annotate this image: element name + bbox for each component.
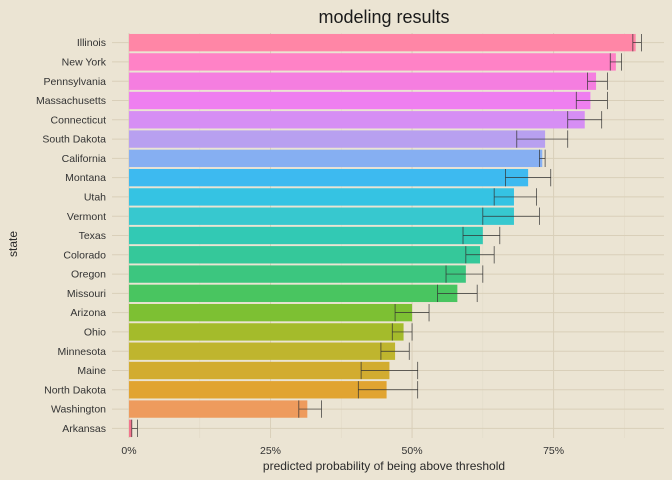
bar bbox=[128, 284, 458, 303]
bar bbox=[128, 33, 636, 52]
y-tick-label: California bbox=[62, 153, 107, 165]
bar bbox=[128, 130, 546, 148]
y-tick-label: Connecticut bbox=[51, 114, 107, 126]
y-tick-label: Washington bbox=[51, 404, 106, 416]
x-axis-labels: 0% 25% 50% 75% bbox=[121, 445, 564, 457]
y-tick-label: Ohio bbox=[84, 327, 106, 339]
bar bbox=[128, 111, 585, 129]
y-tick-label: Vermont bbox=[67, 211, 106, 223]
bars bbox=[128, 33, 636, 438]
bar bbox=[128, 207, 514, 225]
bar bbox=[128, 246, 480, 264]
y-tick-label: Maine bbox=[77, 365, 106, 377]
y-tick-label: Utah bbox=[84, 192, 106, 204]
bar bbox=[128, 72, 597, 90]
bar bbox=[128, 381, 387, 399]
y-tick-label: Montana bbox=[65, 172, 106, 184]
bar bbox=[128, 400, 308, 418]
y-tick-label: Arizona bbox=[70, 307, 106, 319]
bar bbox=[128, 53, 616, 71]
y-tick-label: Texas bbox=[79, 230, 106, 242]
x-tick-label: 50% bbox=[402, 445, 423, 457]
bar bbox=[128, 168, 529, 187]
bar bbox=[128, 419, 132, 438]
y-tick-label: Illinois bbox=[77, 37, 106, 49]
bar bbox=[128, 188, 514, 206]
bar bbox=[128, 303, 413, 322]
y-tick-label: South Dakota bbox=[42, 134, 106, 146]
error-bars bbox=[131, 33, 642, 438]
x-tick-label: 75% bbox=[543, 445, 564, 457]
bar bbox=[128, 91, 591, 110]
bar bbox=[128, 342, 396, 360]
x-tick-label: 0% bbox=[121, 445, 136, 457]
bar bbox=[128, 226, 483, 245]
y-tick-label: Missouri bbox=[67, 288, 106, 300]
y-tick-label: Oregon bbox=[71, 269, 106, 281]
bar bbox=[128, 323, 404, 341]
bar bbox=[128, 265, 466, 283]
y-tick-label: New York bbox=[62, 57, 107, 69]
y-tick-label: North Dakota bbox=[44, 384, 106, 396]
y-tick-label: Minnesota bbox=[58, 346, 107, 358]
y-tick-label: Arkansas bbox=[62, 423, 106, 435]
y-tick-label: Pennsylvania bbox=[44, 76, 107, 88]
x-axis-title: predicted probability of being above thr… bbox=[263, 459, 505, 473]
bar bbox=[128, 149, 543, 168]
y-tick-label: Massachusetts bbox=[36, 95, 106, 107]
bar bbox=[128, 361, 390, 380]
x-tick-label: 25% bbox=[260, 445, 281, 457]
y-axis-title: state bbox=[6, 231, 20, 257]
y-axis-labels: Illinois New York Pennsylvania Massachusett… bbox=[36, 37, 107, 435]
chart-title: modeling results bbox=[318, 7, 449, 27]
y-tick-label: Colorado bbox=[63, 249, 106, 261]
